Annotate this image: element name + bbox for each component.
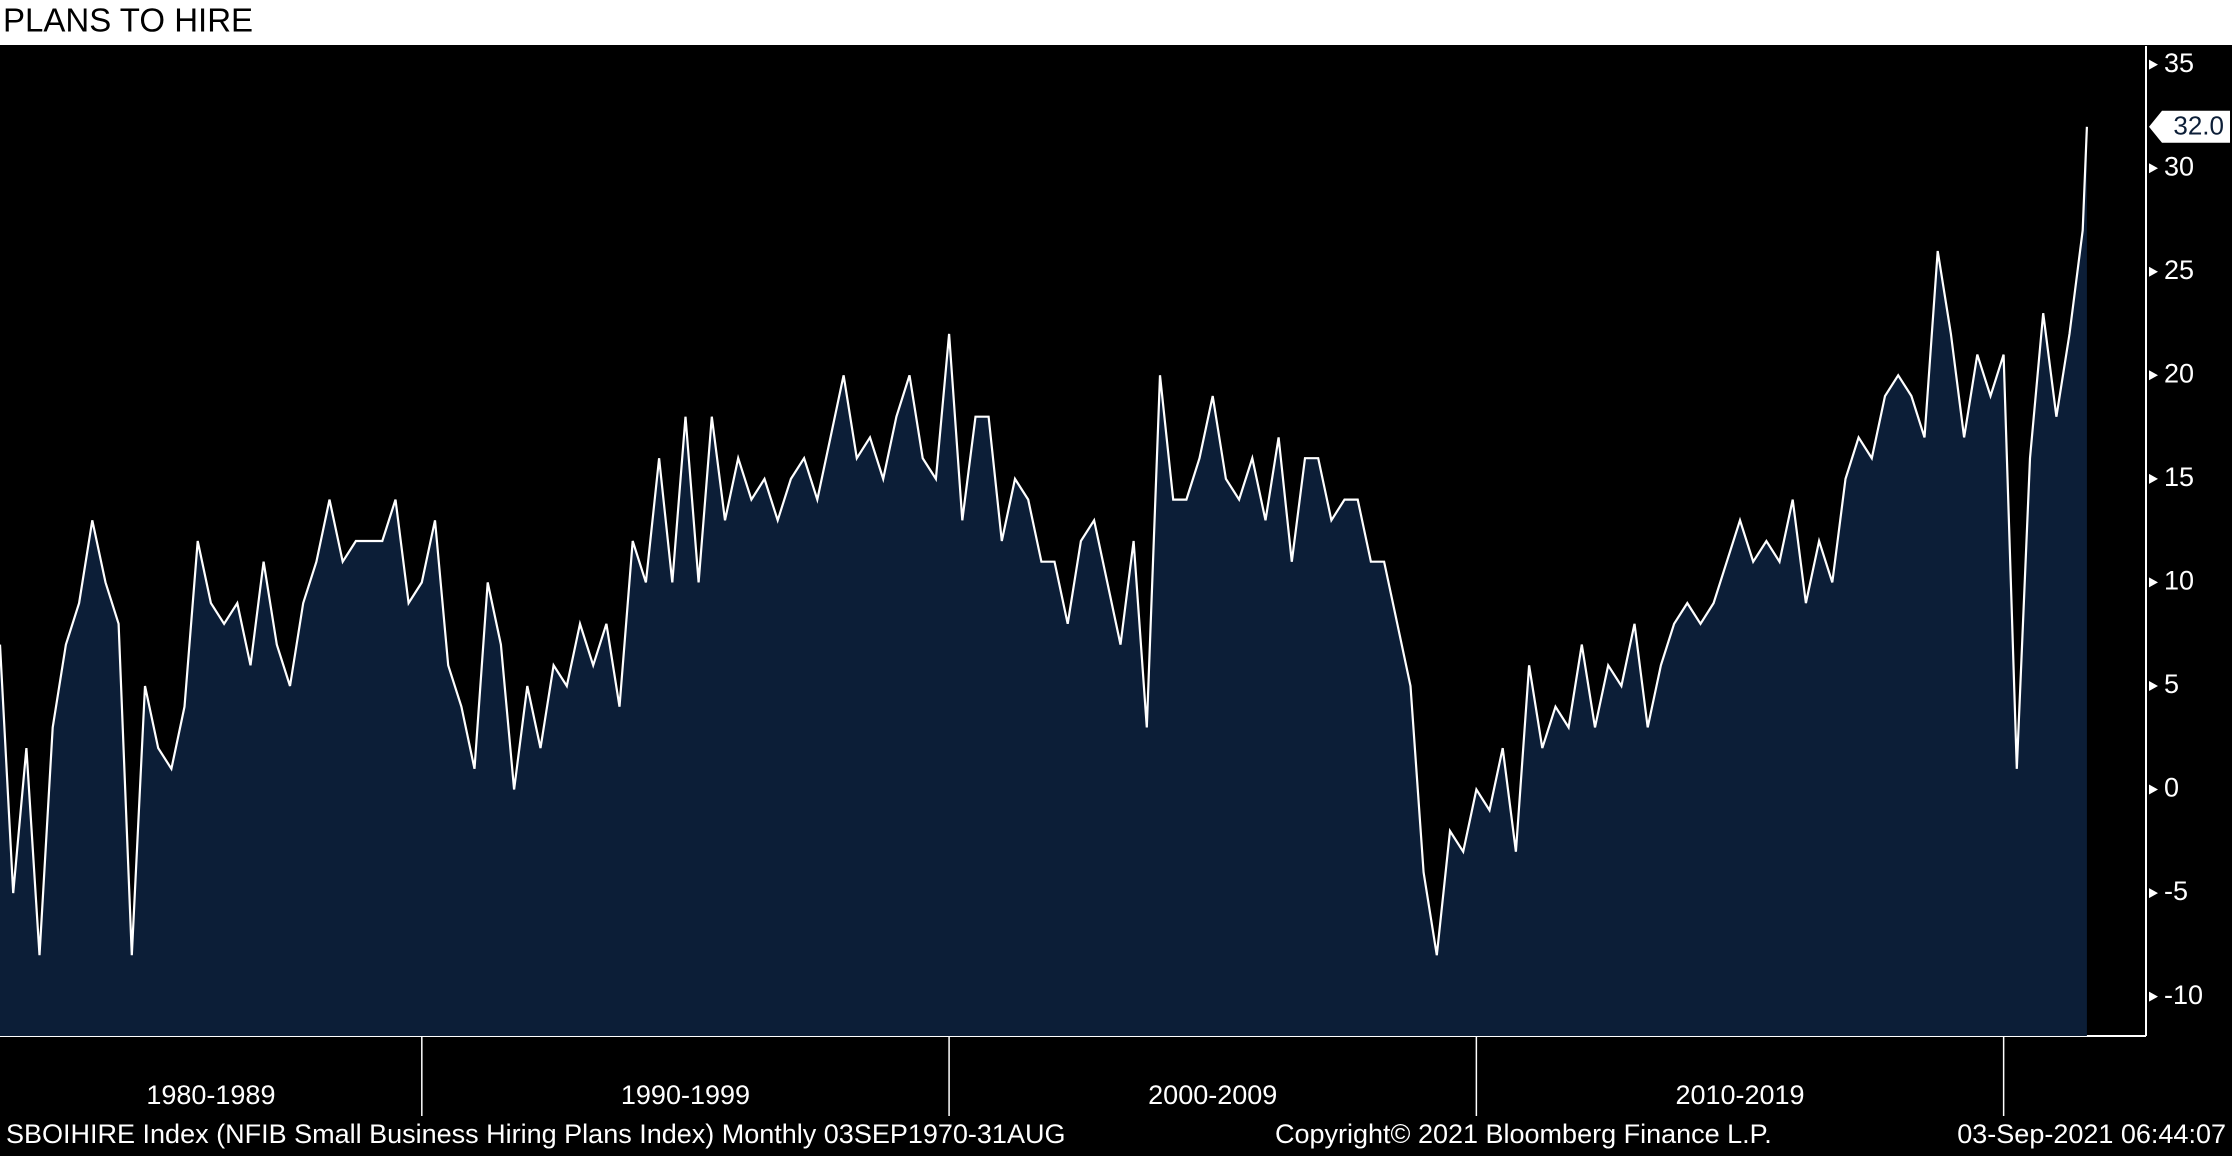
x-period-label: 2010-2019 bbox=[1675, 1080, 1804, 1110]
x-period-label: 1980-1989 bbox=[146, 1080, 275, 1110]
area bbox=[0, 126, 2087, 1037]
y-tick bbox=[2149, 680, 2158, 691]
y-tick-label: 0 bbox=[2164, 773, 2179, 803]
y-tick bbox=[2149, 59, 2158, 70]
y-tick bbox=[2149, 888, 2158, 899]
footer-description: SBOIHIRE Index (NFIB Small Business Hiri… bbox=[6, 1119, 1065, 1149]
y-tick bbox=[2149, 784, 2158, 795]
chart-title: PLANS TO HIRE bbox=[3, 2, 253, 39]
y-tick bbox=[2149, 266, 2158, 277]
y-tick-label: -10 bbox=[2164, 980, 2203, 1010]
current-value-tag bbox=[2149, 110, 2230, 143]
y-tick-label: 30 bbox=[2164, 151, 2194, 181]
y-tick bbox=[2149, 991, 2158, 1002]
y-tick bbox=[2149, 163, 2158, 174]
y-tick-label: 20 bbox=[2164, 358, 2194, 388]
y-tick bbox=[2149, 577, 2158, 588]
footer-copyright: Copyright© 2021 Bloomberg Finance L.P. bbox=[1275, 1119, 1772, 1149]
y-tick-label: 15 bbox=[2164, 462, 2194, 492]
x-period-label: 2000-2009 bbox=[1148, 1080, 1277, 1110]
y-tick-label: 35 bbox=[2164, 48, 2194, 78]
x-period-label: 1990-1999 bbox=[621, 1080, 750, 1110]
y-tick bbox=[2149, 370, 2158, 381]
y-tick-label: 5 bbox=[2164, 669, 2179, 699]
y-tick bbox=[2149, 473, 2158, 484]
y-tick-label: -5 bbox=[2164, 876, 2188, 906]
title-band bbox=[0, 0, 2232, 45]
y-tick-label: 25 bbox=[2164, 255, 2194, 285]
line bbox=[0, 126, 2088, 956]
footer-timestamp: 03-Sep-2021 06:44:07 bbox=[1957, 1119, 2226, 1149]
current-value-label: 32.0 bbox=[2173, 111, 2224, 141]
y-tick-label: 10 bbox=[2164, 566, 2194, 596]
